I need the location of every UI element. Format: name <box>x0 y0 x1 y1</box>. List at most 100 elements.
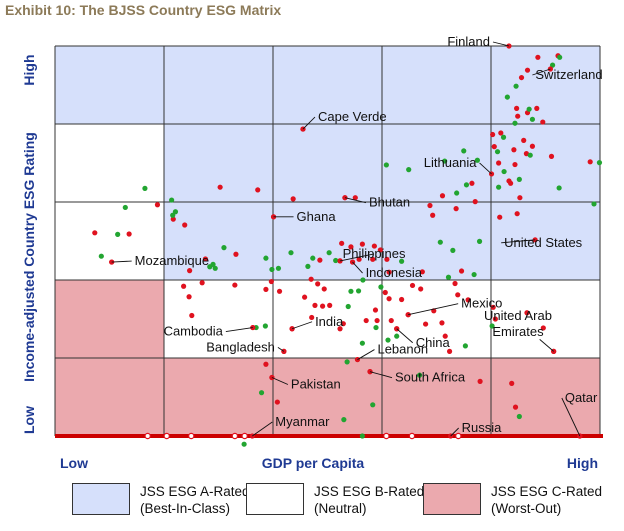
scatter-point <box>442 158 448 164</box>
scatter-point <box>169 197 175 203</box>
leader-india <box>291 321 313 330</box>
scatter-point <box>529 143 536 149</box>
point-united-states <box>532 237 538 243</box>
leader-mexico <box>408 303 459 316</box>
scatter-point <box>471 271 477 278</box>
scatter-point <box>445 274 452 280</box>
scatter-point <box>144 432 151 440</box>
scatter-point <box>309 314 315 321</box>
label-bangladesh: Bangladesh <box>206 339 275 354</box>
scatter-point <box>439 320 445 326</box>
scatter-point <box>556 185 562 191</box>
scatter-point <box>308 276 314 282</box>
scatter-point <box>319 303 326 309</box>
zone-c-low-gdp-middle <box>55 280 164 358</box>
leader-bangladesh <box>277 346 285 352</box>
scatter-point <box>497 214 503 220</box>
label-pakistan: Pakistan <box>291 377 341 392</box>
scatter-point <box>458 268 465 274</box>
scatter-point <box>172 209 179 215</box>
scatter-point <box>452 280 458 287</box>
scatter-point <box>348 288 354 294</box>
scatter-point <box>516 176 522 182</box>
label-ghana: Ghana <box>297 209 337 224</box>
scatter-point <box>188 432 195 440</box>
scatter-point <box>496 184 502 190</box>
scatter-point <box>454 190 460 196</box>
scatter-point <box>461 148 467 154</box>
scatter-point <box>490 304 496 310</box>
scatter-point <box>352 195 358 201</box>
scatter-point <box>442 333 448 339</box>
scatter-point <box>514 211 520 217</box>
scatter-point <box>344 359 350 365</box>
legend-a-text: JSS ESG A-Rated (Best-In-Class) <box>140 483 250 517</box>
scatter-point <box>517 195 523 201</box>
scatter-point <box>427 202 433 209</box>
scatter-point <box>187 268 193 274</box>
leader-cape-verde <box>302 116 316 130</box>
scatter-point <box>498 130 504 136</box>
label-qatar: Qatar <box>565 390 598 405</box>
label-myanmar: Myanmar <box>275 414 330 429</box>
leader-russia <box>450 427 459 437</box>
data-points <box>92 43 603 447</box>
x-tick-high: High <box>567 455 598 471</box>
scatter-point <box>377 247 383 253</box>
scatter-point <box>430 212 436 218</box>
zone-c-bottom-band <box>55 358 600 436</box>
leader-united-arab-emirates <box>539 339 554 352</box>
scatter-point <box>501 168 507 175</box>
scatter-point <box>394 333 400 339</box>
scatter-point <box>477 378 483 384</box>
scatter-point <box>263 361 269 367</box>
exhibit-title: Exhibit 10: The BJSS Country ESG Matrix <box>5 2 282 18</box>
scatter-point <box>500 134 507 140</box>
scatter-point <box>386 269 392 275</box>
leader-lebanon <box>357 349 375 360</box>
scatter-point <box>217 184 223 190</box>
legend-c-line1: JSS ESG C-Rated <box>491 484 603 499</box>
scatter-point <box>378 284 384 290</box>
scatter-point <box>221 245 227 251</box>
scatter-point <box>462 343 468 349</box>
point-labels: Finland Switzerland Cape Verde Lithuania Bhu… <box>135 34 603 435</box>
scatter-point <box>382 289 388 296</box>
scatter-point <box>491 144 497 150</box>
scatter-point <box>142 185 148 191</box>
scatter-point <box>418 286 424 292</box>
scatter-point <box>450 247 456 253</box>
scatter-point <box>516 413 522 420</box>
scatter-point <box>163 432 170 440</box>
scatter-point <box>512 404 519 410</box>
leader-bhutan <box>344 197 367 204</box>
x-tick-low: Low <box>60 455 88 471</box>
scatter-point <box>359 241 365 247</box>
scatter-point <box>409 282 416 289</box>
scatter-point <box>518 74 525 81</box>
scatter-point <box>326 250 332 256</box>
scatter-point <box>534 105 540 111</box>
scatter-point <box>549 62 556 68</box>
leader-qatar <box>561 397 581 437</box>
scatter-point <box>170 212 176 218</box>
scatter-point <box>345 303 351 310</box>
scatter-point <box>333 257 339 264</box>
scatter-point <box>255 187 261 193</box>
scatter-point <box>372 307 379 313</box>
scatter-point <box>492 316 498 322</box>
scatter-point <box>540 325 546 331</box>
scatter-point <box>212 265 218 271</box>
scatter-point <box>360 277 366 283</box>
scatter-point <box>417 372 423 378</box>
scatter-point <box>202 256 209 262</box>
legend-a-line2: (Best-In-Class) <box>140 501 231 516</box>
scatter-point <box>189 312 195 319</box>
scatter-point <box>504 94 510 100</box>
scatter-point <box>437 239 443 245</box>
scatter-point <box>241 432 248 440</box>
scatter-point <box>186 294 192 300</box>
scatter-point <box>92 230 98 236</box>
scatter-point <box>115 231 121 237</box>
scatter-point <box>269 266 275 273</box>
